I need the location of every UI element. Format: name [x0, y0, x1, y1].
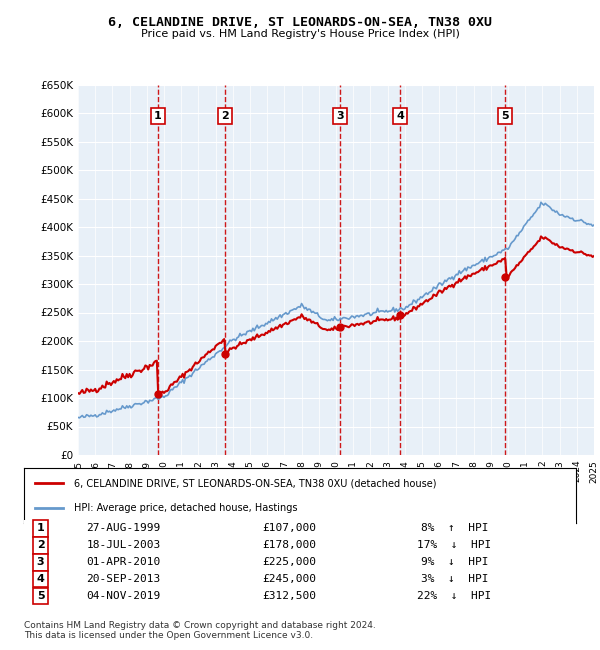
- Text: 8%  ↑  HPI: 8% ↑ HPI: [421, 523, 488, 534]
- Text: Contains HM Land Registry data © Crown copyright and database right 2024.
This d: Contains HM Land Registry data © Crown c…: [24, 621, 376, 640]
- Text: 2: 2: [221, 111, 229, 121]
- Text: 4: 4: [37, 574, 44, 584]
- Text: 5: 5: [502, 111, 509, 121]
- Text: 9%  ↓  HPI: 9% ↓ HPI: [421, 557, 488, 567]
- Text: 1: 1: [37, 523, 44, 534]
- Text: 04-NOV-2019: 04-NOV-2019: [86, 591, 160, 601]
- Text: 17%  ↓  HPI: 17% ↓ HPI: [418, 540, 491, 551]
- Text: 3: 3: [37, 557, 44, 567]
- Text: 4: 4: [396, 111, 404, 121]
- Text: 6, CELANDINE DRIVE, ST LEONARDS-ON-SEA, TN38 0XU (detached house): 6, CELANDINE DRIVE, ST LEONARDS-ON-SEA, …: [74, 478, 436, 488]
- Text: £312,500: £312,500: [262, 591, 316, 601]
- Text: 1: 1: [154, 111, 162, 121]
- Text: £225,000: £225,000: [262, 557, 316, 567]
- Text: Price paid vs. HM Land Registry's House Price Index (HPI): Price paid vs. HM Land Registry's House …: [140, 29, 460, 39]
- Text: £245,000: £245,000: [262, 574, 316, 584]
- Text: 6, CELANDINE DRIVE, ST LEONARDS-ON-SEA, TN38 0XU: 6, CELANDINE DRIVE, ST LEONARDS-ON-SEA, …: [108, 16, 492, 29]
- Text: £107,000: £107,000: [262, 523, 316, 534]
- Text: 27-AUG-1999: 27-AUG-1999: [86, 523, 160, 534]
- Text: 01-APR-2010: 01-APR-2010: [86, 557, 160, 567]
- Text: 5: 5: [37, 591, 44, 601]
- Text: HPI: Average price, detached house, Hastings: HPI: Average price, detached house, Hast…: [74, 503, 297, 513]
- Text: 18-JUL-2003: 18-JUL-2003: [86, 540, 160, 551]
- Text: 22%  ↓  HPI: 22% ↓ HPI: [418, 591, 491, 601]
- Text: 3: 3: [337, 111, 344, 121]
- Text: 20-SEP-2013: 20-SEP-2013: [86, 574, 160, 584]
- Text: £178,000: £178,000: [262, 540, 316, 551]
- Text: 2: 2: [37, 540, 44, 551]
- Text: 3%  ↓  HPI: 3% ↓ HPI: [421, 574, 488, 584]
